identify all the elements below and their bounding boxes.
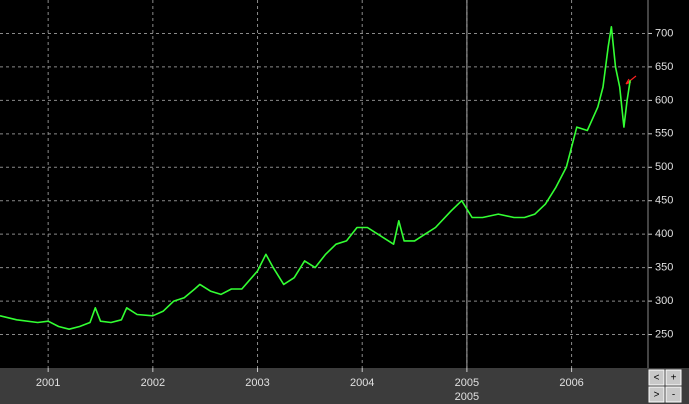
x-tick-label: 2002 bbox=[141, 377, 165, 389]
price-line bbox=[0, 26, 631, 330]
y-tick-label: 600 bbox=[655, 94, 673, 106]
x-tick-label: 2004 bbox=[350, 377, 374, 389]
cursor-label: 2005 bbox=[455, 391, 479, 403]
button[interactable]: < bbox=[648, 369, 665, 386]
y-tick-label: 450 bbox=[655, 195, 673, 207]
y-tick-label: 350 bbox=[655, 262, 673, 274]
button-face bbox=[665, 386, 682, 403]
y-tick-label: 500 bbox=[655, 161, 673, 173]
y-tick-label: 300 bbox=[655, 295, 673, 307]
button[interactable]: - bbox=[665, 386, 682, 403]
y-tick-label: 700 bbox=[655, 27, 673, 39]
x-tick-label: 2001 bbox=[36, 377, 60, 389]
button[interactable]: + bbox=[665, 369, 682, 386]
button-label: + bbox=[671, 373, 677, 384]
button-label: < bbox=[654, 373, 660, 384]
x-tick-label: 2006 bbox=[559, 377, 583, 389]
x-axis-strip bbox=[0, 368, 689, 404]
x-tick-label: 2005 bbox=[455, 377, 479, 389]
button-face bbox=[648, 369, 665, 386]
x-tick-label: 2003 bbox=[245, 377, 269, 389]
button-label: - bbox=[672, 390, 675, 401]
y-tick-label: 250 bbox=[655, 328, 673, 340]
y-tick-label: 550 bbox=[655, 128, 673, 140]
button-face bbox=[665, 369, 682, 386]
button-face bbox=[648, 386, 665, 403]
y-tick-label: 400 bbox=[655, 228, 673, 240]
button[interactable]: > bbox=[648, 386, 665, 403]
button-label: > bbox=[654, 390, 660, 401]
y-tick-label: 650 bbox=[655, 61, 673, 73]
